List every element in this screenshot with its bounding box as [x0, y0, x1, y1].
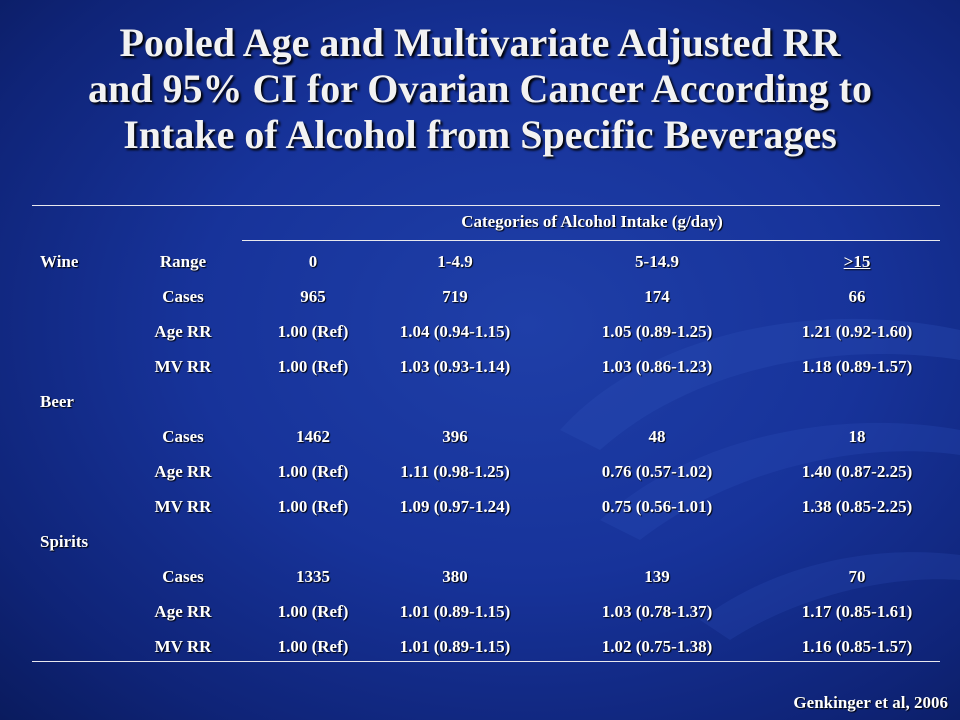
table-cell: 0.76 (0.57-1.02)	[601, 462, 713, 481]
citation: Genkinger et al, 2006	[793, 693, 948, 712]
table-cell: 1.00 (Ref)	[277, 637, 349, 656]
section-label-beer: Beer	[40, 392, 74, 411]
table-cell: 1.03 (0.78-1.37)	[601, 602, 713, 621]
range-value: >15	[843, 252, 871, 271]
section-label-spirits: Spirits	[40, 532, 89, 551]
title-line: Intake of Alcohol from Specific Beverage…	[123, 112, 837, 157]
title-line: and 95% CI for Ovarian Cancer According …	[87, 66, 873, 111]
table-cell: 1.05 (0.89-1.25)	[601, 322, 713, 341]
row-label-age-rr: Age RR	[154, 602, 212, 621]
table-cell: 1462	[296, 427, 330, 446]
table-cell: 18	[848, 427, 866, 446]
table-cell: 66	[848, 287, 866, 306]
table-cell: 70	[848, 567, 866, 586]
table-cell: 1.11 (0.98-1.25)	[400, 462, 510, 481]
table-cell: 1.02 (0.75-1.38)	[601, 637, 713, 656]
table-cell: 1.00 (Ref)	[277, 322, 349, 341]
group-header: Categories of Alcohol Intake (g/day)	[461, 212, 723, 231]
table-cell: 1.00 (Ref)	[277, 497, 349, 516]
row-label-cases: Cases	[162, 427, 204, 446]
table-cell: 139	[644, 567, 670, 586]
table-cell: 1.01 (0.89-1.15)	[399, 637, 511, 656]
table-cell: 1.09 (0.97-1.24)	[399, 497, 511, 516]
table-cell: 1.16 (0.85-1.57)	[801, 637, 913, 656]
table-cell: 1.00 (Ref)	[277, 462, 349, 481]
row-label-mv-rr: MV RR	[154, 497, 212, 516]
table-cell: 1335	[296, 567, 330, 586]
table-cell: 1.03 (0.93-1.14)	[399, 357, 511, 376]
table-top-rule	[32, 205, 940, 206]
table-cell: 1.00 (Ref)	[277, 602, 349, 621]
table-cell: 48	[648, 427, 666, 446]
table-cell: 719	[442, 287, 468, 306]
table-cell: 1.40 (0.87-2.25)	[801, 462, 913, 481]
range-value: 5-14.9	[635, 252, 679, 271]
row-label-cases: Cases	[162, 567, 204, 586]
table-cell: 1.01 (0.89-1.15)	[399, 602, 511, 621]
range-value: 1-4.9	[437, 252, 473, 271]
table-cell: 1.38 (0.85-2.25)	[801, 497, 913, 516]
row-label-cases: Cases	[162, 287, 204, 306]
range-value: 0	[308, 252, 318, 271]
table-cell: 1.04 (0.94-1.15)	[399, 322, 511, 341]
table-cell: 0.75 (0.56-1.01)	[601, 497, 713, 516]
table-cell: 1.00 (Ref)	[277, 357, 349, 376]
range-label: Range	[159, 252, 207, 271]
title-line: Pooled Age and Multivariate Adjusted RR	[119, 20, 841, 65]
row-label-mv-rr: MV RR	[154, 357, 212, 376]
group-header-rule	[242, 240, 940, 241]
row-label-age-rr: Age RR	[154, 462, 212, 481]
row-label-mv-rr: MV RR	[154, 637, 212, 656]
table-cell: 1.03 (0.86-1.23)	[601, 357, 713, 376]
table-cell: 1.18 (0.89-1.57)	[801, 357, 913, 376]
table-cell: 396	[442, 427, 468, 446]
slide-title: Pooled Age and Multivariate Adjusted RR …	[20, 20, 940, 158]
section-label-wine: Wine	[40, 252, 79, 271]
table-bottom-rule	[32, 661, 940, 662]
table-cell: 1.21 (0.92-1.60)	[801, 322, 913, 341]
table-cell: 174	[644, 287, 670, 306]
table-cell: 380	[442, 567, 468, 586]
table-cell: 965	[300, 287, 326, 306]
table-cell: 1.17 (0.85-1.61)	[801, 602, 913, 621]
row-label-age-rr: Age RR	[154, 322, 212, 341]
